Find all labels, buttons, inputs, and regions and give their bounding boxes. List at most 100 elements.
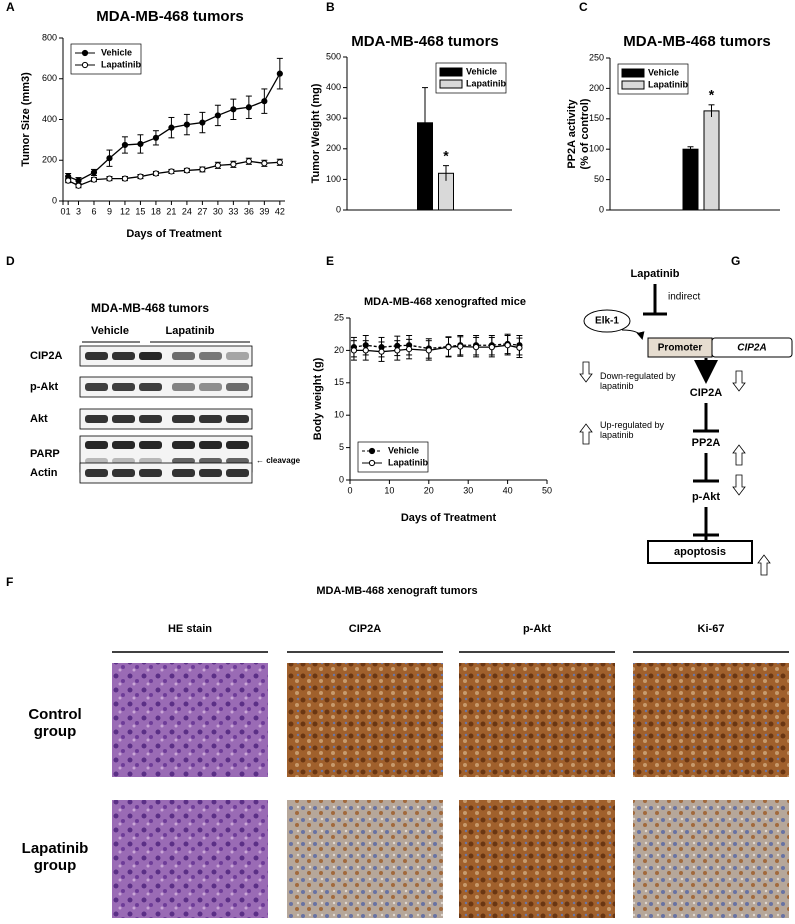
legend-swatch bbox=[439, 67, 463, 77]
chain-node: PP2A bbox=[692, 437, 721, 449]
mode: indirect bbox=[668, 292, 700, 303]
point bbox=[457, 343, 464, 350]
point bbox=[245, 104, 252, 111]
y-tick-label: 100 bbox=[326, 174, 341, 184]
blot-band bbox=[112, 441, 135, 449]
blot-band bbox=[226, 469, 249, 477]
point bbox=[199, 119, 206, 126]
blot-band bbox=[139, 469, 162, 477]
point bbox=[504, 342, 511, 349]
legend-marker bbox=[81, 49, 89, 57]
point bbox=[261, 160, 268, 167]
blot-band bbox=[112, 469, 135, 477]
gene-box bbox=[711, 337, 793, 358]
y-tick-label: 20 bbox=[334, 345, 344, 355]
point bbox=[168, 124, 175, 131]
x-tick-label: 24 bbox=[182, 206, 192, 216]
point bbox=[488, 344, 495, 351]
micrograph bbox=[287, 800, 443, 918]
point bbox=[425, 347, 432, 354]
point bbox=[230, 106, 237, 113]
legend-text: Down-regulated by lapatinib bbox=[600, 371, 676, 391]
blot-band bbox=[199, 441, 222, 449]
legend-marker bbox=[368, 447, 376, 455]
y-tick-label: 600 bbox=[42, 73, 57, 83]
point bbox=[199, 166, 206, 173]
row-label: Lapatinib group bbox=[21, 840, 89, 874]
point bbox=[90, 176, 98, 183]
micrograph bbox=[459, 800, 615, 918]
column-header: Ki-67 bbox=[698, 623, 725, 635]
blot-band bbox=[226, 415, 249, 423]
point bbox=[472, 344, 480, 351]
legend-swatch bbox=[621, 80, 645, 90]
blot-band bbox=[226, 352, 249, 360]
y-tick-label: 500 bbox=[326, 51, 341, 61]
chart-title: MDA-MB-468 xenografted mice bbox=[364, 296, 526, 308]
blot-band bbox=[139, 441, 162, 449]
blot-band bbox=[199, 383, 222, 391]
y-tick-label: 15 bbox=[334, 377, 344, 387]
blot-band bbox=[199, 352, 222, 360]
point bbox=[75, 182, 82, 189]
x-tick-label: 6 bbox=[91, 206, 96, 216]
point bbox=[261, 98, 268, 105]
significance: * bbox=[709, 87, 715, 103]
point bbox=[152, 170, 160, 177]
y-tick-label: 200 bbox=[42, 155, 57, 165]
x-tick-label: 39 bbox=[259, 206, 269, 216]
y-axis-label: Tumor Size (mm3) bbox=[20, 72, 32, 167]
blot-band bbox=[85, 469, 108, 477]
factor-node bbox=[583, 309, 631, 333]
blot-band bbox=[139, 383, 162, 391]
legend-label: Lapatinib bbox=[388, 457, 429, 467]
point bbox=[230, 161, 237, 168]
significance: * bbox=[443, 147, 449, 163]
blot-frame bbox=[79, 462, 253, 484]
row-label: Control group bbox=[28, 706, 82, 740]
x-tick-label: 30 bbox=[463, 485, 473, 495]
x-tick-label: 30 bbox=[213, 206, 223, 216]
blot-band bbox=[85, 415, 108, 423]
blot-frame bbox=[79, 376, 253, 398]
y-tick-label: 250 bbox=[589, 52, 604, 62]
legend-box bbox=[70, 43, 142, 75]
change-arrow bbox=[732, 444, 746, 466]
micrograph bbox=[112, 663, 268, 777]
blot-band bbox=[226, 383, 249, 391]
panel-letter: B bbox=[326, 0, 335, 14]
blot-annotation: ← cleavage bbox=[256, 456, 301, 465]
x-tick-label: 0 bbox=[347, 485, 352, 495]
factor-arrow bbox=[621, 329, 645, 340]
point bbox=[183, 121, 191, 128]
x-tick-label: 20 bbox=[424, 485, 434, 495]
histology-title: MDA-MB-468 xenograft tumors bbox=[316, 585, 477, 597]
y-tick-label: 400 bbox=[326, 82, 341, 92]
column-header: p-Akt bbox=[523, 623, 551, 635]
blot-band bbox=[139, 352, 162, 360]
micrograph bbox=[112, 800, 268, 918]
micrograph bbox=[459, 663, 615, 777]
point bbox=[121, 175, 129, 182]
blot-band bbox=[199, 458, 222, 464]
blot-frame bbox=[79, 408, 253, 430]
chart-title: MDA-MB-468 tumors bbox=[623, 33, 771, 50]
legend-marker bbox=[368, 459, 376, 467]
x-tick-label: 9 bbox=[107, 206, 112, 216]
y-tick-label: 150 bbox=[589, 113, 604, 123]
chain-node: CIP2A bbox=[690, 387, 722, 399]
point bbox=[152, 134, 160, 141]
blot-group: Vehicle bbox=[91, 325, 129, 337]
blot-frame bbox=[79, 345, 253, 367]
legend-swatch bbox=[439, 79, 463, 89]
factor: Elk-1 bbox=[595, 316, 619, 327]
blot-band bbox=[112, 352, 135, 360]
x-tick-label: 36 bbox=[244, 206, 254, 216]
point bbox=[394, 347, 401, 354]
legend-marker bbox=[81, 61, 89, 69]
point bbox=[75, 177, 82, 184]
point bbox=[106, 155, 113, 162]
blot-band bbox=[85, 458, 108, 464]
bar bbox=[703, 110, 720, 211]
y-tick-label: 0 bbox=[599, 204, 604, 214]
